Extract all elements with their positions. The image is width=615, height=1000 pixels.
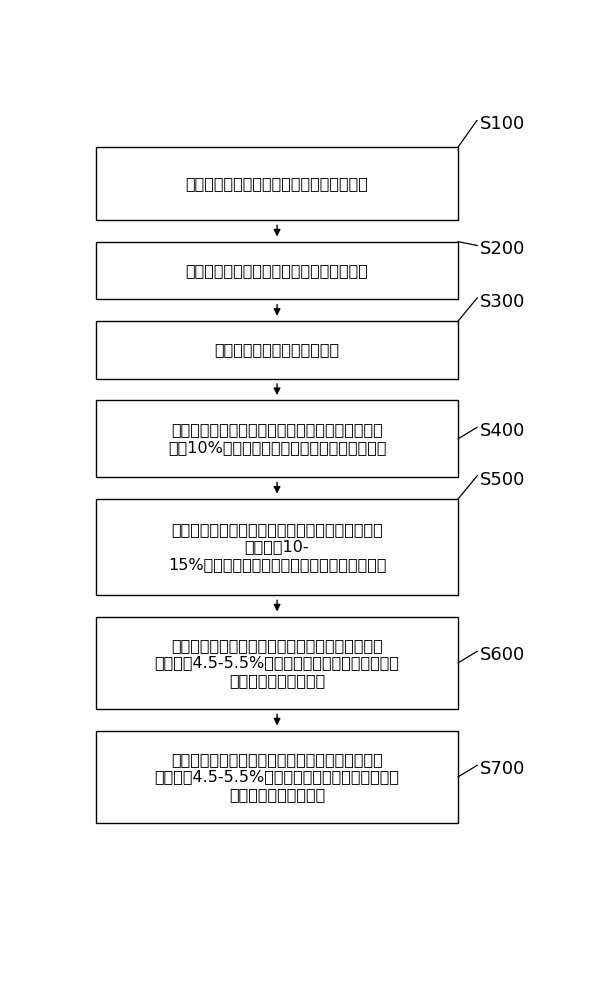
- Text: 进行多次第一冷轧处理，每次所述第一冷轧处理的
下轧量为10-
15%，每次第一冷轧处理后均进行第二退火处理: 进行多次第一冷轧处理，每次所述第一冷轧处理的 下轧量为10- 15%，每次第一冷…: [168, 522, 386, 572]
- Bar: [96, 147, 458, 220]
- Text: 对铸锭进行多次热轧处理，每次热轧处理的下轧量
小于10%，每次热轧处理后均进行第一退火处理: 对铸锭进行多次热轧处理，每次热轧处理的下轧量 小于10%，每次热轧处理后均进行第…: [168, 423, 386, 455]
- Text: S400: S400: [480, 422, 525, 440]
- Text: 在沙模中进行浇铸，得到铸锭: 在沙模中进行浇铸，得到铸锭: [215, 342, 339, 357]
- Bar: [96, 499, 458, 595]
- Text: S500: S500: [480, 471, 525, 489]
- Text: 在所述熔化后的钎料中加入变质剂进行精炼: 在所述熔化后的钎料中加入变质剂进行精炼: [186, 263, 368, 278]
- Text: S700: S700: [480, 760, 525, 778]
- Bar: [96, 731, 458, 823]
- Bar: [96, 400, 458, 477]
- Text: S600: S600: [480, 646, 525, 664]
- Text: 进行多次第二冷轧处理，每次所述第二冷轧处理的
下轧量为4.5-5.5%，且每次第二冷轧处理后均进行
至少两次第二退火处理: 进行多次第二冷轧处理，每次所述第二冷轧处理的 下轧量为4.5-5.5%，且每次第…: [154, 752, 400, 802]
- Bar: [96, 617, 458, 709]
- Text: S300: S300: [480, 293, 525, 311]
- Text: S100: S100: [480, 115, 525, 133]
- Bar: [96, 321, 458, 379]
- Text: 提供熔化后的钎料；所述钎料为铝硅合金；: 提供熔化后的钎料；所述钎料为铝硅合金；: [186, 176, 368, 191]
- Text: 进行多次第二冷轧处理，每次所述第二冷轧处理的
下轧量为4.5-5.5%，且每次第二冷轧处理后均进行
至少两次第二退火处理: 进行多次第二冷轧处理，每次所述第二冷轧处理的 下轧量为4.5-5.5%，且每次第…: [154, 638, 400, 688]
- Text: S200: S200: [480, 240, 525, 258]
- Bar: [96, 242, 458, 299]
